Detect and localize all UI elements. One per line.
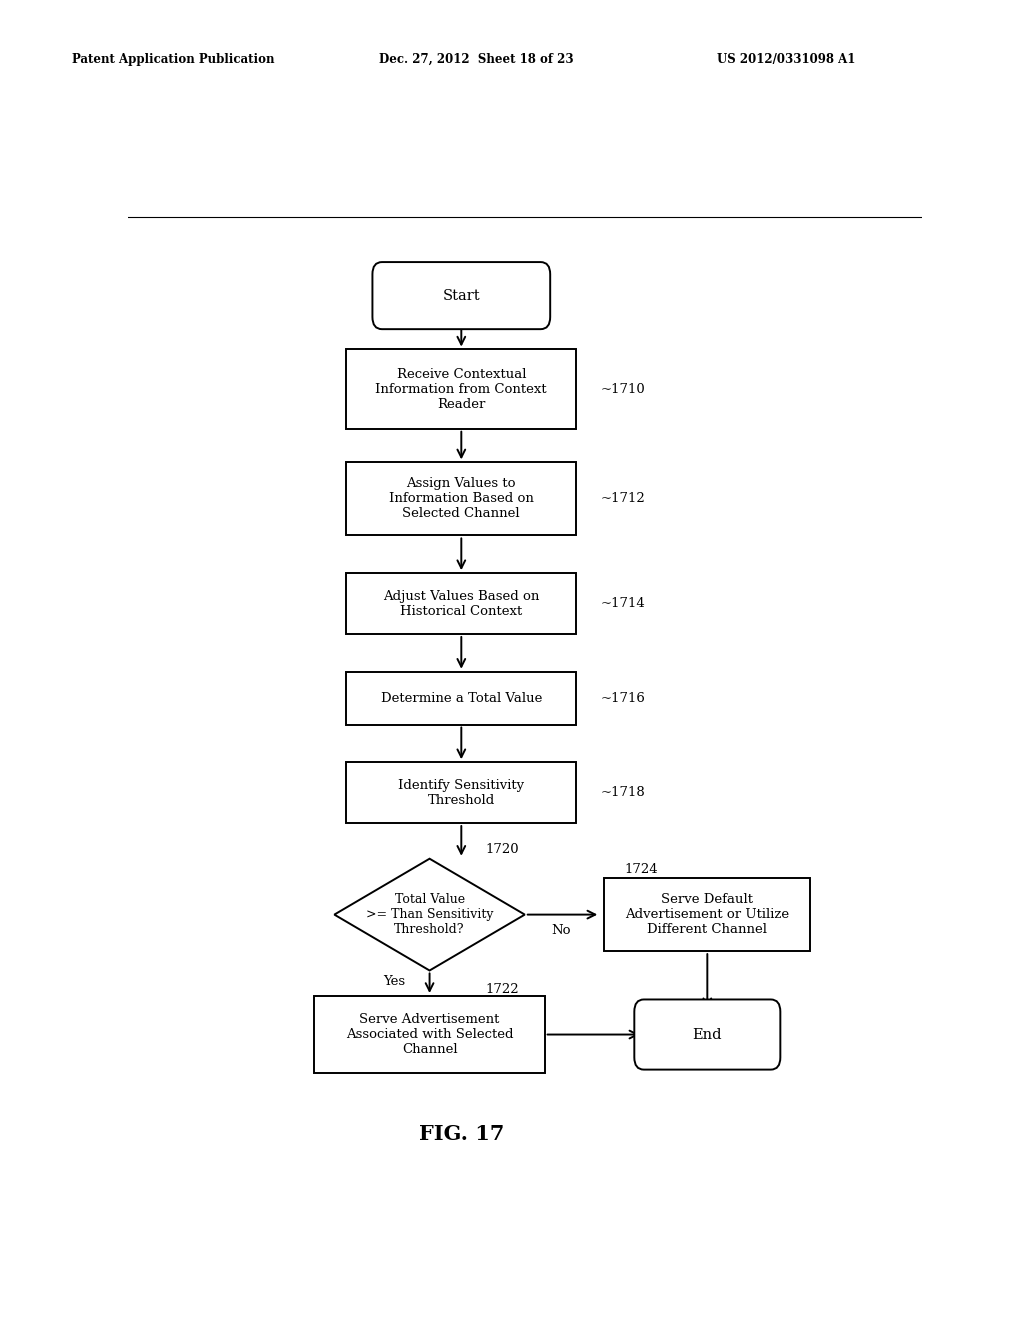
Text: 1722: 1722 <box>485 983 519 997</box>
Text: ~1712: ~1712 <box>600 492 645 506</box>
Text: US 2012/0331098 A1: US 2012/0331098 A1 <box>717 53 855 66</box>
Text: Patent Application Publication: Patent Application Publication <box>72 53 274 66</box>
Text: 1720: 1720 <box>485 843 519 857</box>
Text: ~1718: ~1718 <box>600 787 645 799</box>
Bar <box>604 878 811 952</box>
Bar <box>314 997 545 1073</box>
Polygon shape <box>334 859 524 970</box>
Text: Total Value
>= Than Sensitivity
Threshold?: Total Value >= Than Sensitivity Threshol… <box>366 894 494 936</box>
FancyBboxPatch shape <box>634 999 780 1069</box>
Text: 1724: 1724 <box>624 863 657 876</box>
Text: FIG. 17: FIG. 17 <box>419 1125 504 1144</box>
FancyBboxPatch shape <box>373 263 550 329</box>
Text: Receive Contextual
Information from Context
Reader: Receive Contextual Information from Cont… <box>376 368 547 411</box>
Text: ~1710: ~1710 <box>600 383 645 396</box>
Text: ~1714: ~1714 <box>600 597 645 610</box>
Text: Identify Sensitivity
Threshold: Identify Sensitivity Threshold <box>398 779 524 807</box>
Bar <box>346 462 577 536</box>
Text: Adjust Values Based on
Historical Context: Adjust Values Based on Historical Contex… <box>383 590 540 618</box>
Bar <box>346 762 577 824</box>
Text: Start: Start <box>442 289 480 302</box>
Text: Serve Default
Advertisement or Utilize
Different Channel: Serve Default Advertisement or Utilize D… <box>626 894 790 936</box>
Text: Determine a Total Value: Determine a Total Value <box>381 692 542 705</box>
Text: Serve Advertisement
Associated with Selected
Channel: Serve Advertisement Associated with Sele… <box>346 1012 513 1056</box>
Bar <box>346 350 577 429</box>
Text: No: No <box>552 924 571 937</box>
Bar <box>346 573 577 634</box>
Text: Dec. 27, 2012  Sheet 18 of 23: Dec. 27, 2012 Sheet 18 of 23 <box>379 53 573 66</box>
Text: End: End <box>692 1027 722 1041</box>
Bar <box>346 672 577 725</box>
Text: ~1716: ~1716 <box>600 692 645 705</box>
Text: Assign Values to
Information Based on
Selected Channel: Assign Values to Information Based on Se… <box>389 478 534 520</box>
Text: Yes: Yes <box>383 975 404 989</box>
